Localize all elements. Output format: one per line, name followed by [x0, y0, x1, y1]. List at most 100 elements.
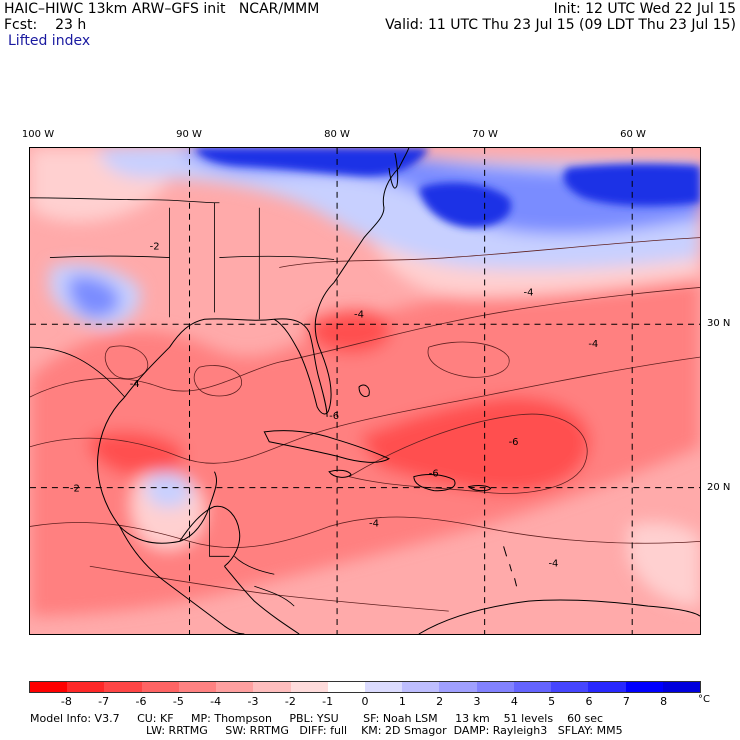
cuba [263, 430, 390, 463]
footer-lw: LW: RRTMG [146, 724, 208, 737]
colorbar-tick-label: 6 [585, 695, 593, 708]
colorbar-swatch [141, 682, 179, 692]
footer-mp: MP: Thompson [191, 712, 272, 725]
colorbar-swatch [402, 682, 440, 692]
header-left: HAIC–HIWC 13km ARW–GFS init NCAR/MMM Fcs… [4, 1, 319, 33]
footer-levels: 51 levels [503, 712, 554, 725]
colorbar-tick-label: -6 [135, 695, 147, 708]
colorbar-tick-label: -1 [322, 695, 334, 708]
colorbar-tick-label: 7 [622, 695, 630, 708]
colorbar-tick-label: 4 [510, 695, 518, 708]
header-right: Init: 12 UTC Wed 22 Jul 15 Valid: 11 UTC… [385, 1, 736, 33]
colorbar-tick-label: -8 [60, 695, 72, 708]
contour-label: -6 [329, 411, 339, 422]
footer-line-2: LW: RRTMG SW: RRTMG DIFF: full KM: 2D Sm… [146, 724, 623, 737]
colorbar-tick-label: -4 [210, 695, 222, 708]
hispaniola [413, 474, 456, 492]
contour-line [30, 287, 700, 398]
lon-label-60w: 60 W [620, 129, 646, 140]
state-borders [30, 197, 335, 607]
colorbar-swatch [513, 682, 552, 692]
colorbar-swatch [327, 682, 365, 692]
mexico-coast [97, 396, 217, 544]
contour-label: -2 [150, 242, 160, 253]
contour-line [193, 365, 242, 397]
colorbar-swatch [104, 682, 142, 692]
field-name: Lifted index [8, 33, 91, 49]
contour-line [89, 565, 449, 612]
lon-label-70w: 70 W [472, 129, 498, 140]
field-strong-red [308, 310, 391, 354]
colorbar-swatch [30, 682, 68, 692]
contour-line [348, 413, 588, 494]
state-border [49, 255, 170, 258]
center-label: NCAR/MMM [238, 1, 320, 17]
contour-label: -4 [130, 379, 140, 390]
footer-diff: DIFF: full [299, 724, 348, 737]
footer-model-info: Model Info: V3.7 [30, 712, 120, 725]
puerto-rico [467, 485, 492, 492]
model-title: HAIC–HIWC 13km ARW–GFS init [4, 1, 226, 17]
colorbar-tick-label: 1 [398, 695, 406, 708]
contour-label: -6 [429, 469, 439, 480]
colorbar-tick-label: -3 [247, 695, 259, 708]
colorbar-swatch [253, 682, 291, 692]
colorbar-swatch [216, 682, 254, 692]
init-time: Init: 12 UTC Wed 22 Jul 15 [553, 1, 736, 17]
field-blue-dark [194, 148, 429, 177]
footer-damp: DAMP: Rayleigh3 [453, 724, 548, 737]
valid-time: Valid: 11 UTC Thu 23 Jul 15 (09 LDT Thu … [385, 17, 736, 33]
lon-label-90w: 90 W [176, 129, 202, 140]
footer-sflay: SFLAY: MM5 [557, 724, 623, 737]
colorbar-swatch [588, 682, 626, 692]
lon-label-80w: 80 W [324, 129, 350, 140]
contour-label: -4 [524, 287, 534, 298]
contour-line [427, 341, 510, 378]
contour-label: -4 [369, 518, 379, 529]
contour-label: -4 [548, 558, 558, 569]
footer-km: KM: 2D Smagor [361, 724, 447, 737]
contour-labels: -2 -4 -4 -6 -6 -4 -2 -4 -4 -6 -4 [70, 242, 598, 570]
country-border [234, 556, 275, 575]
state-border [219, 255, 335, 260]
florida-peninsula [274, 282, 335, 415]
fcst-label: Fcst: [4, 17, 38, 33]
colorbar [29, 681, 701, 693]
colorbar-swatch [439, 682, 477, 692]
contour-label: -6 [509, 437, 519, 448]
colorbar-tick-label: -7 [98, 695, 110, 708]
jamaica [328, 469, 352, 478]
contour-line [30, 516, 700, 548]
yucatan [179, 505, 241, 567]
contour-line [104, 345, 149, 380]
pacific-coast [119, 526, 245, 634]
contour-line [279, 237, 700, 268]
field-strong-red [89, 431, 185, 477]
footer-cu: CU: KF [137, 712, 174, 725]
contour-line [30, 356, 700, 464]
chesapeake [388, 152, 399, 189]
colorbar-tick-label: 8 [660, 695, 668, 708]
latlon-grid [30, 148, 700, 634]
colorbar-swatch [178, 682, 217, 692]
contour-label: -2 [70, 484, 80, 495]
us-gulf-coast [124, 318, 328, 417]
footer-sw: SW: RRTMG [225, 724, 289, 737]
colorbar-unit: °C [698, 694, 710, 705]
field-blue-mid [68, 276, 120, 318]
south-america-coast [418, 599, 700, 634]
colorbar-swatch [625, 682, 663, 692]
state-border [30, 346, 126, 398]
colorbar-swatch [551, 682, 589, 692]
footer-pbl: PBL: YSU [289, 712, 339, 725]
colorbar-swatch [476, 682, 514, 692]
central-america [224, 565, 300, 634]
colorbar-swatch [67, 682, 105, 692]
contours [30, 237, 700, 612]
colorbar-tick-label: -5 [172, 695, 184, 708]
lat-label-30n: 30 N [707, 318, 731, 329]
lifted-index-map: -2 -4 -4 -6 -6 -4 -2 -4 -4 -6 -4 [29, 147, 701, 635]
contour-label: -4 [354, 309, 364, 320]
coastlines [97, 148, 700, 634]
footer-timestep: 60 sec [567, 712, 604, 725]
